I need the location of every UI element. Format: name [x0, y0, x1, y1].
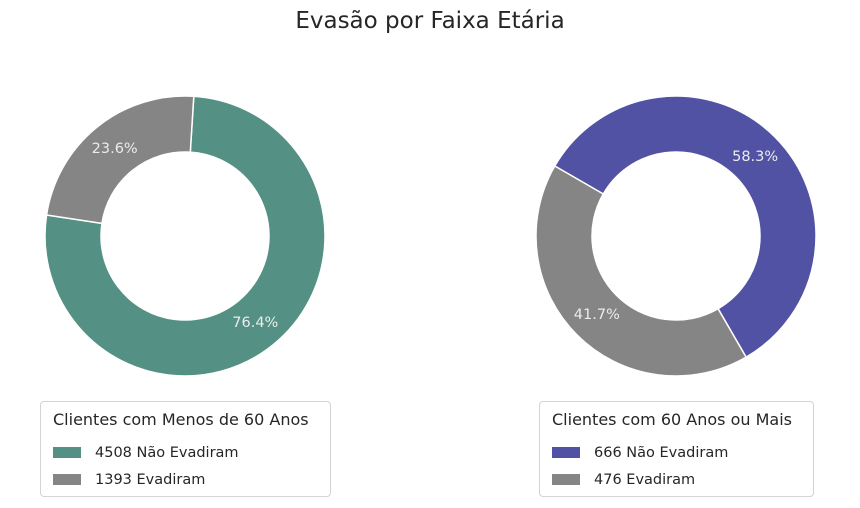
- slice-percent-label: 76.4%: [232, 315, 278, 331]
- legend-swatch: [53, 474, 81, 485]
- legend-title: Clientes com Menos de 60 Anos: [53, 410, 309, 429]
- legend-swatch: [552, 474, 580, 485]
- legend-label: 1393 Evadiram: [95, 471, 206, 488]
- slice-percent-label: 41.7%: [574, 307, 620, 323]
- legend-item-nao-evadiram: 4508 Não Evadiram: [53, 439, 318, 466]
- donut-slice: [44, 95, 326, 377]
- legend-label: 4508 Não Evadiram: [95, 444, 239, 461]
- donut-slice: [45, 95, 195, 225]
- slice-percent-label: 23.6%: [92, 141, 138, 157]
- legend-swatch: [53, 447, 81, 458]
- donut-charts: 76.4% 23.6% 58.3% 41.7%: [44, 95, 817, 377]
- slice-percent-label: 58.3%: [732, 149, 778, 165]
- chart-title: Evasão por Faixa Etária: [295, 8, 565, 34]
- legend-item-evadiram: 1393 Evadiram: [53, 466, 318, 493]
- legend-swatch: [552, 447, 580, 458]
- legend-title: Clientes com 60 Anos ou Mais: [552, 410, 792, 429]
- legend-label: 666 Não Evadiram: [594, 444, 729, 461]
- legend-item-nao-evadiram: 666 Não Evadiram: [552, 439, 801, 466]
- legend-item-evadiram: 476 Evadiram: [552, 466, 801, 493]
- donut-slice: [535, 164, 748, 377]
- donut-slice: [553, 95, 817, 359]
- legend-under-60: Clientes com Menos de 60 Anos 4508 Não E…: [40, 401, 331, 497]
- legend-60-plus: Clientes com 60 Anos ou Mais 666 Não Eva…: [539, 401, 814, 497]
- legend-label: 476 Evadiram: [594, 471, 696, 488]
